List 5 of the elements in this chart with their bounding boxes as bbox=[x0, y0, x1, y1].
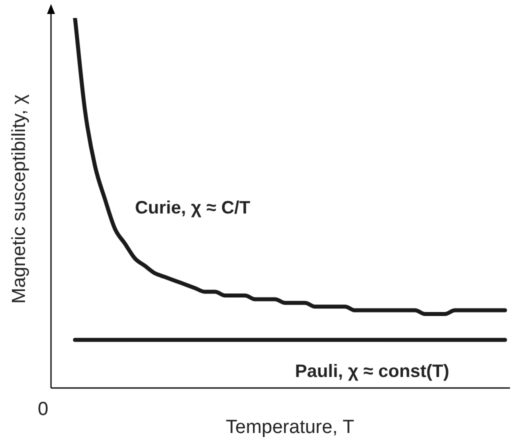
y-axis-title: Magnetic susceptibility, χ bbox=[9, 94, 30, 304]
series-label: Pauli, χ ≈ const(T) bbox=[295, 360, 450, 381]
series-label: Curie, χ ≈ C/T bbox=[135, 197, 250, 218]
text: 0 bbox=[38, 399, 48, 420]
x-axis-title: Temperature, T bbox=[226, 417, 355, 438]
